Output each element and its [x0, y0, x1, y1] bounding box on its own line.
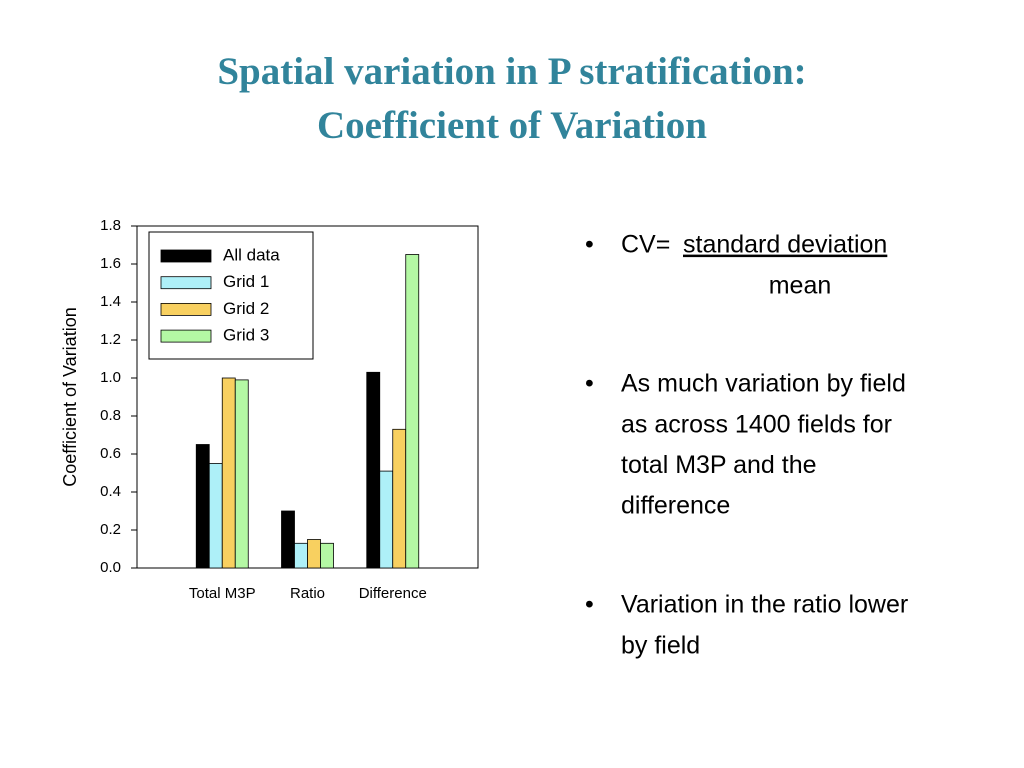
bar: [307, 539, 321, 569]
bullet-text: total M3P and the: [621, 451, 817, 479]
y-tick-label: 0.2: [100, 521, 121, 538]
bar: [392, 428, 407, 569]
y-tick-label: 1.4: [100, 293, 121, 310]
y-tick-label: 1.6: [100, 255, 121, 272]
slide-title: Spatial variation in P stratification:: [217, 50, 806, 93]
x-tick-label: Difference: [359, 585, 427, 602]
bar: [281, 510, 295, 569]
bullet-text: by field: [621, 631, 700, 659]
legend-label: Grid 1: [223, 272, 269, 291]
y-tick-label: 0.8: [100, 407, 121, 424]
x-tick-label: Total M3P: [189, 585, 256, 602]
legend-swatch: [160, 276, 212, 290]
bar: [294, 542, 308, 569]
bar: [405, 254, 420, 569]
bar: [366, 371, 381, 569]
y-tick-label: 1.8: [100, 217, 121, 234]
slide-title: Coefficient of Variation: [317, 104, 707, 147]
legend-label: Grid 2: [223, 299, 269, 318]
y-tick-label: 0.4: [100, 483, 121, 500]
y-tick-label: 0.6: [100, 445, 121, 462]
bar: [379, 470, 394, 569]
legend-label: Grid 3: [223, 326, 269, 345]
bar: [208, 463, 223, 569]
bar: [195, 444, 210, 569]
legend-swatch: [160, 302, 212, 316]
bullet-dot: •: [585, 231, 594, 259]
y-tick-label: 1.2: [100, 331, 121, 348]
formula-denominator: mean: [769, 272, 832, 300]
y-tick-label: 1.0: [100, 369, 121, 386]
bullet-text: as across 1400 fields for: [621, 410, 892, 438]
legend-label: All data: [223, 245, 280, 264]
bar: [234, 379, 249, 569]
legend-swatch: [160, 249, 212, 263]
formula-numerator: standard deviation: [683, 231, 887, 259]
bar: [221, 377, 236, 569]
x-tick-label: Ratio: [290, 585, 325, 602]
bullet-text: CV=: [621, 231, 670, 259]
bullet-text: Variation in the ratio lower: [621, 591, 908, 619]
y-axis-label: Coefficient of Variation: [60, 307, 80, 486]
bullet-text: As much variation by field: [621, 370, 906, 398]
bullet-text: difference: [621, 492, 730, 520]
bar: [320, 542, 334, 569]
bullet-dot: •: [585, 370, 594, 398]
y-tick-label: 0.0: [100, 559, 121, 576]
legend-swatch: [160, 329, 212, 343]
bullet-dot: •: [585, 591, 594, 619]
